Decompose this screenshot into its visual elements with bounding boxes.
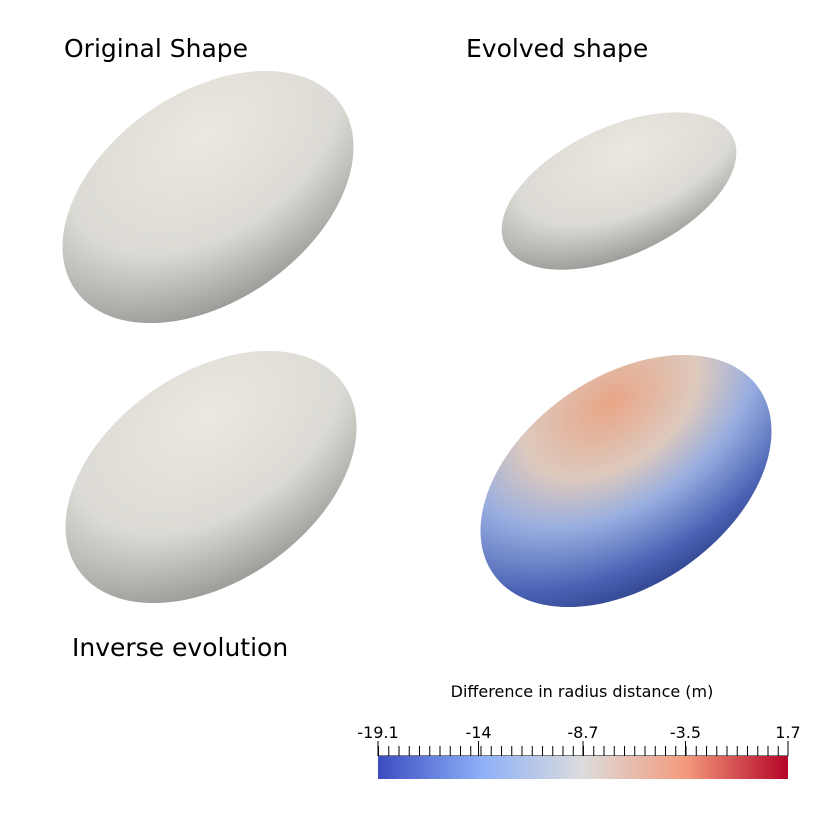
colorbar-ticks: -19.1 -14 -8.7 -3.5 1.7: [357, 723, 801, 756]
colorbar-title: Difference in radius distance (m): [451, 682, 714, 701]
inverse-shape: [65, 350, 357, 604]
panel-label: Original Shape: [64, 34, 248, 63]
tick-label: -19.1: [357, 723, 398, 742]
colorbar: [378, 756, 788, 779]
panel-label: Inverse evolution: [72, 633, 288, 662]
tick-label: 1.7: [775, 723, 800, 742]
difference-shape: [480, 354, 772, 608]
original-shape: [62, 70, 354, 324]
evolved-shape: [501, 112, 737, 270]
tick-label: -14: [465, 723, 491, 742]
tick-label: -3.5: [670, 723, 701, 742]
panel-label: Evolved shape: [466, 34, 648, 63]
tick-label: -8.7: [567, 723, 598, 742]
